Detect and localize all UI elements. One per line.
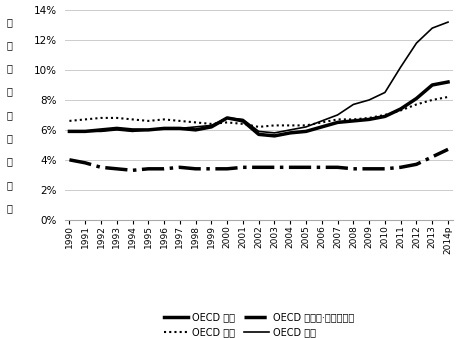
Legend: OECD 전체, OECD 미주, OECD 아시아·오세아니아, OECD 유럽: OECD 전체, OECD 미주, OECD 아시아·오세아니아, OECD 유… — [164, 313, 354, 337]
Text: 재: 재 — [6, 40, 12, 50]
Text: 에: 에 — [6, 87, 12, 97]
Text: 유: 유 — [6, 180, 12, 190]
Text: 너: 너 — [6, 110, 12, 120]
Text: 생: 생 — [6, 63, 12, 73]
Text: 신: 신 — [6, 17, 12, 27]
Text: 점: 점 — [6, 156, 12, 167]
Text: 지: 지 — [6, 133, 12, 143]
Text: 율: 율 — [6, 203, 12, 213]
